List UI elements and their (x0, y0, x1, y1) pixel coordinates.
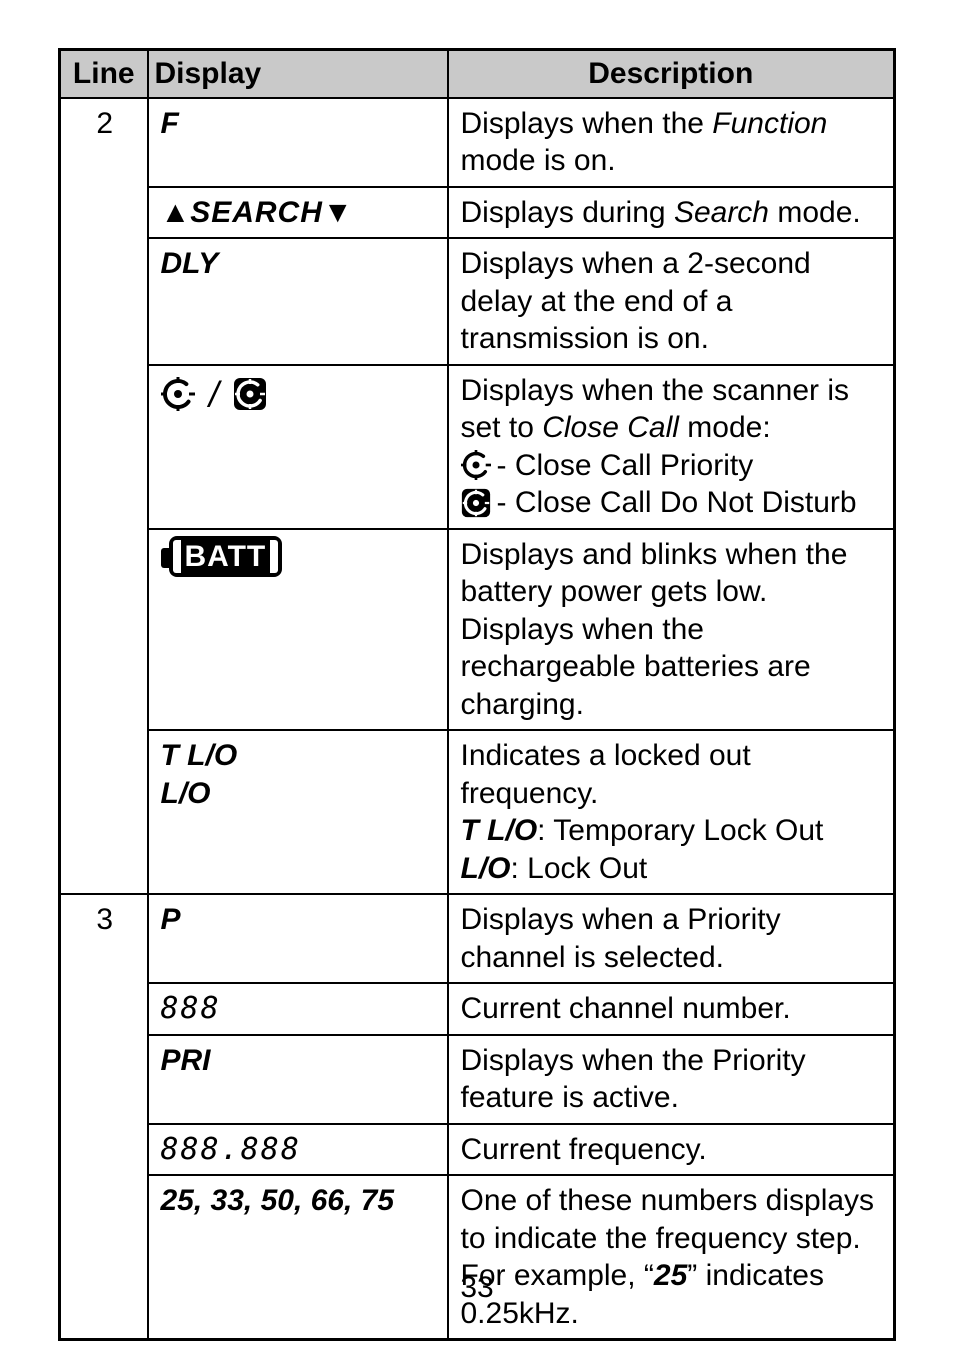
desc-search: Displays during Search mode. (448, 187, 895, 239)
close-call-priority-icon (161, 377, 195, 411)
desc-closecall: Displays when the scanner is set to Clos… (448, 365, 895, 529)
row-line2-search: ▲SEARCH▼ Displays during Search mode. (60, 187, 895, 239)
row-line2-batt: BATT Displays and blinks when the batter… (60, 529, 895, 731)
batt-text: BATT (179, 540, 273, 573)
table-header-row: Line Display Description (60, 50, 895, 98)
close-call-priority-icon (461, 450, 491, 480)
display-pri: PRI (148, 1035, 448, 1124)
display-f: F (148, 98, 448, 187)
display-closecall: / (148, 365, 448, 529)
display-p: P (148, 894, 448, 983)
col-header-display: Display (148, 50, 448, 98)
row-line2-dly: DLY Displays when a 2-second delay at th… (60, 238, 895, 365)
row-line3-channel: 888 Current channel number. (60, 983, 895, 1035)
desc-lo-l2-em: T L/O (461, 814, 538, 847)
desc-f-pre: Displays when the (461, 107, 713, 140)
icon-separator: / (209, 372, 219, 417)
desc-p: Displays when a Priority channel is sele… (448, 894, 895, 983)
desc-f: Displays when the Function mode is on. (448, 98, 895, 187)
page-number: 33 (0, 1271, 954, 1305)
display-indicators-table: Line Display Description 2 F Displays wh… (58, 48, 896, 1341)
desc-lo: Indicates a locked out frequency. T L/O:… (448, 730, 895, 894)
row-line3-p: 3 P Displays when a Priority channel is … (60, 894, 895, 983)
desc-search-post: mode. (769, 196, 861, 229)
row-line2-f: 2 F Displays when the Function mode is o… (60, 98, 895, 187)
close-call-dnd-icon (233, 377, 267, 411)
page: Line Display Description 2 F Displays wh… (0, 0, 954, 1341)
display-freq: 888.888 (148, 1124, 448, 1176)
display-step: 25, 33, 50, 66, 75 (148, 1175, 448, 1340)
desc-f-em: Function (712, 107, 827, 140)
desc-cc-em: Close Call (542, 411, 679, 444)
close-call-dnd-icon (461, 488, 491, 518)
desc-cc-dnd: - Close Call Do Not Disturb (497, 484, 857, 522)
display-search: ▲SEARCH▼ (148, 187, 448, 239)
desc-pri: Displays when the Priority feature is ac… (448, 1035, 895, 1124)
row-line2-lo: T L/O L/O Indicates a locked out frequen… (60, 730, 895, 894)
desc-search-pre: Displays during (461, 196, 674, 229)
segment-888: 888 (161, 991, 221, 1026)
desc-lo-l2-rest: : Temporary Lock Out (537, 814, 823, 847)
desc-lo-l3-em: L/O (461, 852, 511, 885)
desc-freq: Current frequency. (448, 1124, 895, 1176)
line-number-2: 2 (60, 98, 148, 895)
segment-888888: 888.888 (161, 1132, 301, 1167)
desc-dly: Displays when a 2-second delay at the en… (448, 238, 895, 365)
display-batt: BATT (148, 529, 448, 731)
col-header-line: Line (60, 50, 148, 98)
row-line3-pri: PRI Displays when the Priority feature i… (60, 1035, 895, 1124)
display-search-text: SEARCH (190, 196, 323, 229)
col-header-description: Description (448, 50, 895, 98)
desc-channel: Current channel number. (448, 983, 895, 1035)
display-lo: T L/O L/O (148, 730, 448, 894)
desc-lo-l3-rest: : Lock Out (511, 852, 648, 885)
row-line2-closecall: / Displays when the scanner is set to Cl… (60, 365, 895, 529)
desc-cc-post: mode: (679, 411, 771, 444)
display-lo-l2: L/O (161, 775, 437, 813)
desc-cc-priority: - Close Call Priority (497, 447, 754, 485)
display-channel: 888 (148, 983, 448, 1035)
row-line3-step: 25, 33, 50, 66, 75 One of these numbers … (60, 1175, 895, 1340)
display-lo-l1: T L/O (161, 737, 437, 775)
desc-search-em: Search (674, 196, 769, 229)
battery-icon: BATT (169, 536, 283, 578)
desc-step: One of these numbers displays to indicat… (448, 1175, 895, 1340)
desc-lo-l1: Indicates a locked out frequency. (461, 737, 884, 812)
desc-f-post: mode is on. (461, 144, 616, 177)
desc-batt: Displays and blinks when the battery pow… (448, 529, 895, 731)
row-line3-freq: 888.888 Current frequency. (60, 1124, 895, 1176)
display-dly: DLY (148, 238, 448, 365)
